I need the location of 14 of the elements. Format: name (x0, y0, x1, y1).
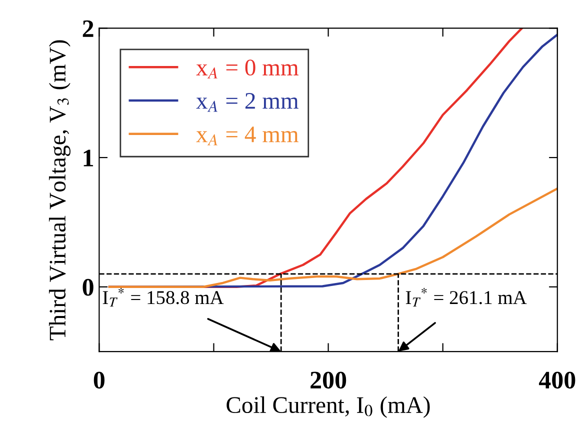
annotation: I$_{T}$$^{*}$ = 158.8 mA (102, 288, 224, 307)
y-tick-label: 0 (82, 278, 94, 296)
y-tick-label: 1 (84, 150, 94, 166)
x-tick-label: 200 (310, 372, 346, 389)
line-series (108, 187, 558, 288)
x-tick-label: 400 (538, 372, 576, 389)
y-tick-label: 2 (82, 20, 94, 37)
y-axis-title: Third Virtual Voltage, V$_{3}$ (mV) (48, 40, 70, 340)
legend-label: x$_{A}$ = 4 mm (196, 126, 298, 146)
annotation: I$_{T}$$^{*}$ = 261.1 mA (406, 288, 527, 307)
legend-label: x$_{A}$ = 2 mm (196, 92, 298, 112)
x-tick-label: 0 (94, 372, 104, 389)
legend-label: x$_{A}$ = 0 mm (196, 60, 298, 78)
x-axis-title: Coil Current, I$_{0}$ (mA) (226, 396, 430, 418)
